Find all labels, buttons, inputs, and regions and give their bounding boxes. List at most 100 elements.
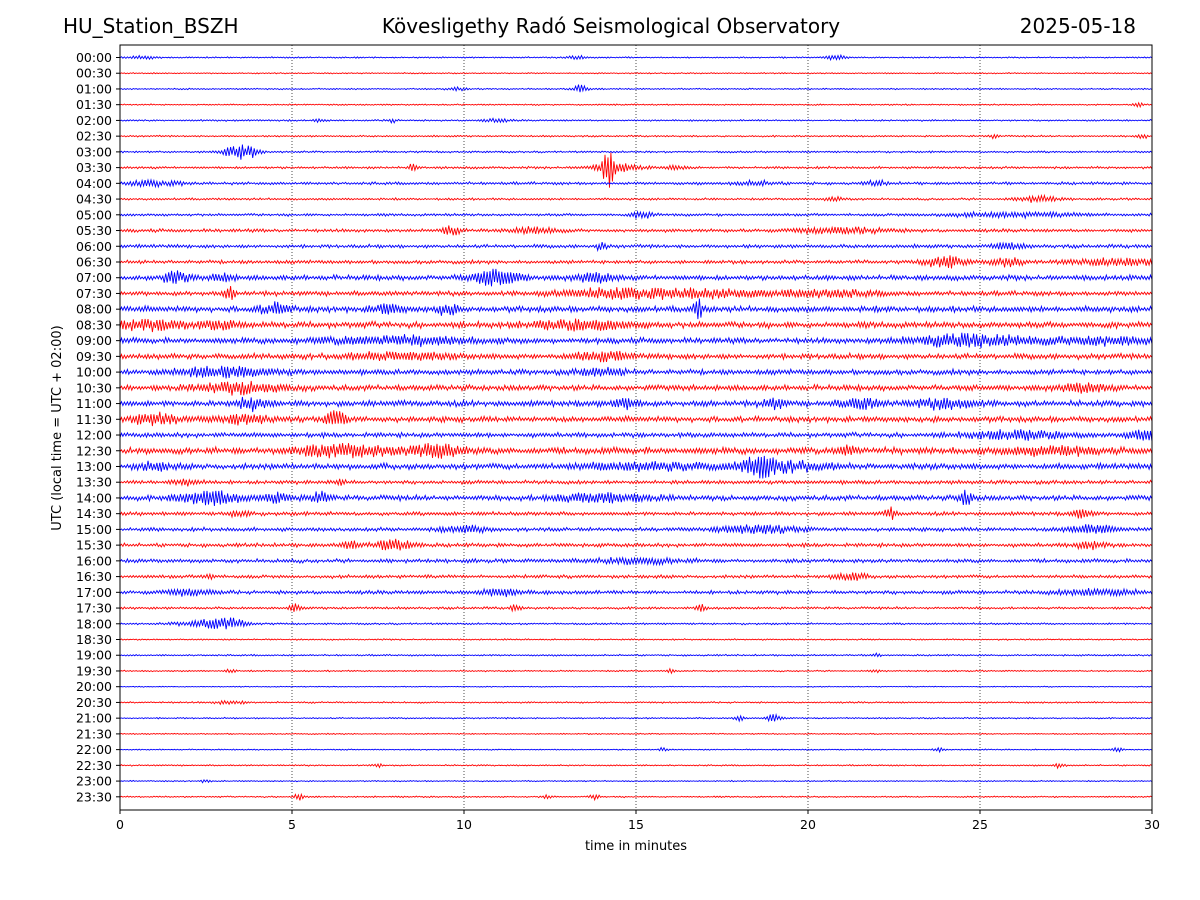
y-tick-label: 05:30 (76, 223, 112, 238)
y-tick-label: 18:30 (76, 632, 112, 647)
y-tick-label: 07:30 (76, 286, 112, 301)
trace-1400 (119, 489, 1153, 506)
y-tick-label: 06:30 (76, 254, 112, 269)
x-tick-label: 0 (116, 817, 124, 832)
y-tick-label: 16:00 (76, 553, 112, 568)
y-tick-label: 03:30 (76, 160, 112, 175)
y-tick-label: 21:00 (76, 711, 112, 726)
y-tick-label: 09:00 (76, 333, 112, 348)
x-tick-label: 25 (972, 817, 988, 832)
trace-0200 (119, 117, 1153, 124)
y-tick-label: 18:00 (76, 616, 112, 631)
y-tick-label: 01:30 (76, 97, 112, 112)
y-tick-label: 06:00 (76, 239, 112, 254)
trace-0430 (119, 193, 1153, 204)
x-tick-label: 10 (456, 817, 472, 832)
y-tick-label: 11:30 (76, 412, 112, 427)
y-tick-label: 14:30 (76, 506, 112, 521)
trace-0030 (119, 72, 1153, 75)
trace-2000 (119, 685, 1153, 688)
trace-0900 (119, 332, 1153, 349)
trace-0700 (119, 268, 1153, 287)
y-tick-label: 15:30 (76, 538, 112, 553)
trace-1330 (119, 478, 1153, 487)
chart-title: Kövesligethy Radó Seismological Observat… (381, 14, 841, 38)
trace-1730 (119, 603, 1153, 613)
trace-2130 (119, 732, 1153, 736)
y-tick-label: 08:30 (76, 317, 112, 332)
y-tick-label: 17:30 (76, 601, 112, 616)
trace-0100 (119, 84, 1153, 93)
y-tick-label: 08:00 (76, 302, 112, 317)
trace-1230 (119, 443, 1153, 459)
trace-1130 (119, 410, 1153, 427)
y-tick-label: 16:30 (76, 569, 112, 584)
trace-2300 (119, 778, 1153, 784)
trace-1430 (119, 506, 1153, 520)
y-axis-ticks: 00:0000:3001:0001:3002:0002:3003:0003:30… (76, 50, 120, 804)
trace-1600 (119, 555, 1153, 567)
y-tick-label: 22:30 (76, 758, 112, 773)
x-axis-ticks: 0 5 10 15 20 25 30 (116, 810, 1160, 832)
y-tick-label: 09:30 (76, 349, 112, 364)
x-tick-label: 15 (628, 817, 644, 832)
x-tick-label: 5 (288, 817, 296, 832)
trace-1300 (119, 455, 1153, 479)
trace-1800 (119, 617, 1153, 630)
trace-0600 (119, 241, 1153, 253)
y-tick-label: 12:00 (76, 428, 112, 443)
y-tick-label: 11:00 (76, 396, 112, 411)
trace-1930 (119, 667, 1153, 675)
trace-0330 (119, 152, 1153, 188)
y-tick-label: 15:00 (76, 522, 112, 537)
trace-0800 (119, 298, 1153, 320)
trace-0130 (119, 101, 1153, 109)
y-tick-label: 22:00 (76, 742, 112, 757)
y-tick-label: 19:30 (76, 663, 112, 678)
grid-lines (291, 45, 981, 810)
y-tick-label: 20:30 (76, 695, 112, 710)
y-tick-label: 10:00 (76, 365, 112, 380)
seismic-traces (119, 53, 1153, 802)
trace-0300 (119, 144, 1153, 160)
trace-1630 (119, 571, 1153, 582)
y-tick-label: 10:30 (76, 380, 112, 395)
y-tick-label: 00:30 (76, 66, 112, 81)
trace-1700 (119, 587, 1153, 598)
trace-1830 (119, 638, 1153, 641)
y-tick-label: 04:00 (76, 176, 112, 191)
trace-0730 (119, 286, 1153, 300)
y-tick-label: 03:00 (76, 144, 112, 159)
trace-2100 (119, 712, 1153, 723)
y-tick-label: 17:00 (76, 585, 112, 600)
y-tick-label: 02:00 (76, 113, 112, 128)
trace-2030 (119, 699, 1153, 706)
trace-2330 (119, 792, 1153, 802)
trace-1100 (119, 396, 1153, 413)
chart-date: 2025-05-18 (1019, 14, 1136, 38)
y-tick-label: 05:00 (76, 207, 112, 222)
trace-1530 (119, 538, 1153, 551)
trace-2200 (119, 746, 1153, 754)
y-tick-label: 14:00 (76, 490, 112, 505)
y-tick-label: 23:00 (76, 774, 112, 789)
trace-0230 (119, 133, 1153, 140)
station-name: HU_Station_BSZH (63, 14, 239, 38)
y-tick-label: 23:30 (76, 789, 112, 804)
trace-0830 (119, 318, 1153, 333)
trace-2230 (119, 762, 1153, 770)
trace-0630 (119, 255, 1153, 269)
trace-0400 (119, 178, 1153, 189)
x-tick-label: 30 (1144, 817, 1160, 832)
trace-1500 (119, 524, 1153, 535)
x-axis-label: time in minutes (585, 839, 687, 854)
trace-1200 (119, 429, 1153, 442)
y-tick-label: 02:30 (76, 129, 112, 144)
y-tick-label: 04:30 (76, 192, 112, 207)
y-tick-label: 00:00 (76, 50, 112, 65)
y-tick-label: 07:00 (76, 270, 112, 285)
y-tick-label: 13:30 (76, 475, 112, 490)
trace-1900 (119, 652, 1153, 658)
trace-0500 (119, 209, 1153, 220)
